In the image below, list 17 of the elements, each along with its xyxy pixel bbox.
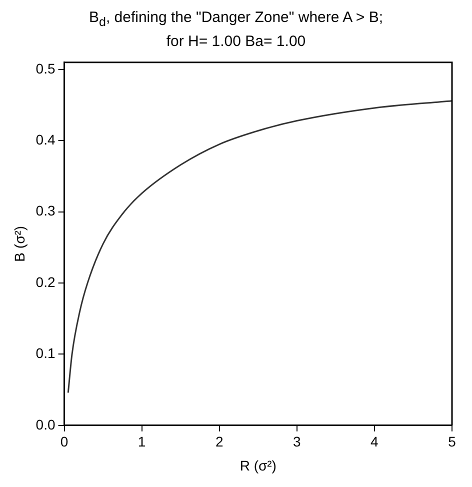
y-tick-label: 0.2 xyxy=(36,274,56,290)
y-axis-title: B (σ²) xyxy=(11,226,28,262)
y-tick-label: 0.5 xyxy=(36,60,56,76)
y-tick-label: 0.0 xyxy=(36,416,56,432)
y-tick-label: 0.1 xyxy=(36,345,56,362)
x-tick-label: 5 xyxy=(448,434,456,450)
line-series xyxy=(67,100,452,394)
x-axis-title: R (σ²) xyxy=(240,457,276,474)
y-tick-label: 0.4 xyxy=(36,132,56,148)
x-tick-label: 2 xyxy=(215,434,224,450)
x-tick-label: 0 xyxy=(60,434,68,450)
chart-subtitle: for H= 1.00 Ba= 1.00 xyxy=(165,32,307,51)
y-tick-label: 0.3 xyxy=(36,202,56,219)
x-tick-label: 4 xyxy=(370,434,379,450)
x-tick-label: 1 xyxy=(138,434,146,450)
x-tick-label: 3 xyxy=(293,434,302,450)
chart-title: B$_{d}$, defining the "Danger Zone" where A > B; xyxy=(88,8,384,31)
